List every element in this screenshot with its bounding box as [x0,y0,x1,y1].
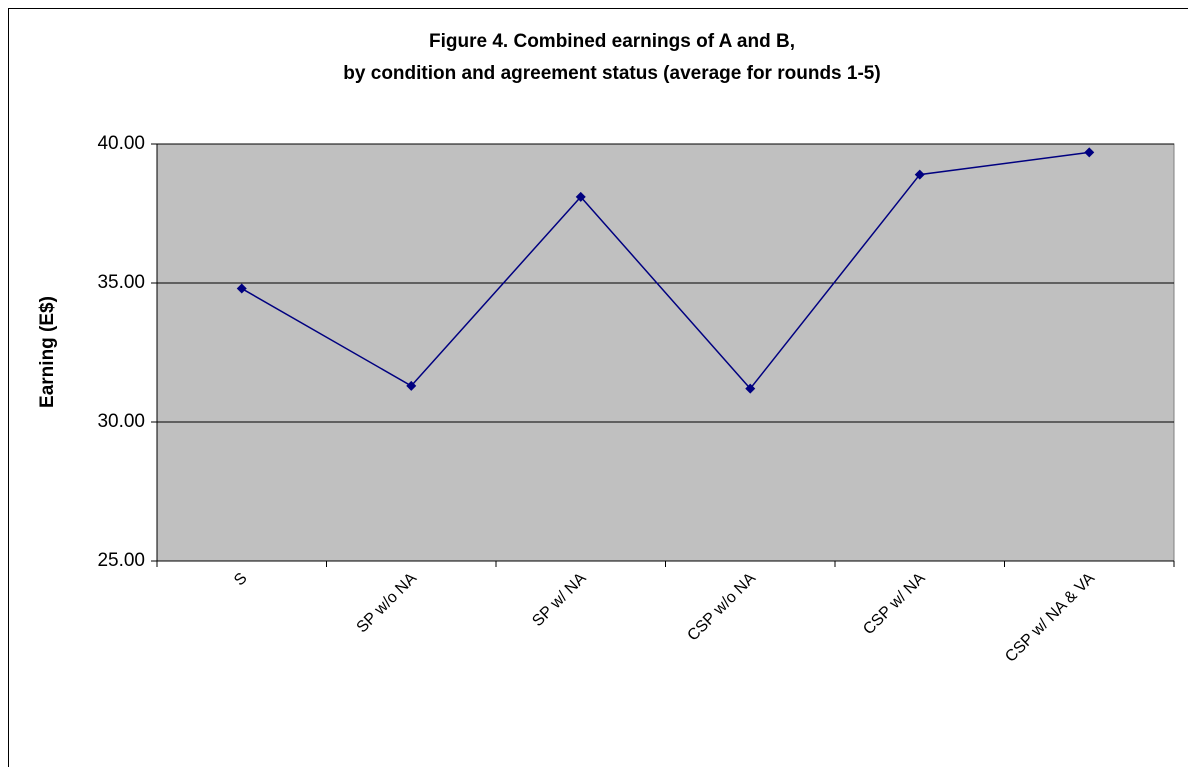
y-tick-label: 30.00 [97,411,145,432]
chart-subtitle: by condition and agreement status (avera… [343,63,880,84]
data-point [406,380,417,391]
y-tick-label: 40.00 [97,133,145,154]
chart-title: Figure 4. Combined earnings of A and B, [429,31,795,52]
data-point [236,283,247,294]
data-point [745,383,756,394]
plot-area [156,143,1175,562]
y-tick-label: 35.00 [97,272,145,293]
y-tick-label: 25.00 [97,550,145,571]
data-point [914,169,925,180]
data-point [575,191,586,202]
data-line [241,151,1090,390]
data-point [1084,147,1095,158]
y-axis-title: Earning (E$) [37,296,58,408]
